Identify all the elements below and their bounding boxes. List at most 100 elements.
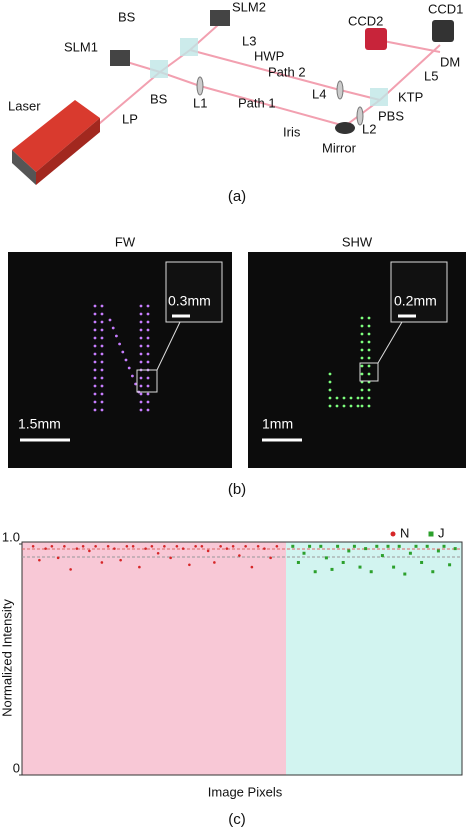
data-point — [175, 545, 179, 548]
spot — [146, 360, 150, 364]
spot — [367, 316, 371, 320]
data-point — [88, 549, 91, 553]
data-point — [244, 545, 247, 548]
label: L3 — [242, 33, 256, 48]
spot — [100, 328, 104, 332]
spot — [139, 400, 143, 404]
spot — [139, 328, 143, 332]
label: SLM1 — [64, 39, 98, 54]
spot — [100, 312, 104, 316]
label: BS — [150, 91, 168, 106]
data-point — [403, 572, 407, 576]
spot — [139, 320, 143, 324]
spot — [146, 384, 150, 388]
data-point — [169, 556, 172, 560]
spot — [146, 320, 150, 324]
data-point — [313, 570, 317, 574]
label: CCD1 — [428, 1, 463, 16]
data-point — [150, 545, 154, 548]
spot — [93, 368, 97, 372]
spot — [139, 392, 143, 396]
spot — [108, 318, 112, 322]
spot — [360, 356, 364, 360]
data-point — [100, 561, 104, 564]
data-point — [397, 544, 401, 548]
caption: (a) — [228, 188, 246, 205]
spot — [139, 304, 143, 308]
spot — [100, 360, 104, 364]
spot — [100, 408, 104, 412]
scale-label: 1mm — [262, 416, 293, 432]
spot — [367, 348, 371, 352]
scale-label: 0.2mm — [394, 293, 437, 309]
data-point — [364, 547, 368, 551]
spot — [360, 348, 364, 352]
spot — [146, 304, 150, 308]
spot — [127, 366, 131, 370]
spot — [335, 396, 339, 400]
label: L2 — [362, 121, 376, 136]
spot — [360, 404, 364, 408]
data-point — [380, 554, 384, 558]
spot — [146, 344, 150, 348]
spot — [100, 344, 104, 348]
data-point — [275, 545, 279, 548]
spot — [328, 404, 332, 408]
data-point — [358, 565, 362, 569]
label: PBS — [378, 108, 404, 123]
spot — [100, 320, 104, 324]
label: Laser — [8, 98, 41, 113]
data-point — [263, 547, 266, 550]
data-point — [414, 544, 418, 548]
label: DM — [440, 54, 460, 69]
data-point — [31, 545, 35, 548]
spot — [367, 324, 371, 328]
spot — [93, 336, 97, 340]
data-point — [324, 556, 328, 560]
spot — [146, 408, 150, 412]
spot — [356, 404, 360, 408]
data-point — [50, 545, 54, 548]
spot — [93, 376, 97, 380]
data-point — [330, 567, 334, 571]
spot — [360, 340, 364, 344]
spot — [100, 336, 104, 340]
spot — [93, 344, 97, 348]
x-axis-label: Image Pixels — [208, 784, 283, 799]
spot — [360, 396, 364, 400]
spot — [139, 344, 143, 348]
label: L1 — [193, 95, 207, 110]
data-point — [448, 563, 452, 567]
label: Mirror — [322, 140, 357, 155]
spot — [146, 376, 150, 380]
data-point — [296, 560, 300, 564]
spot — [100, 376, 104, 380]
spot — [115, 334, 118, 338]
data-point — [63, 545, 66, 548]
y-tick-label: 1.0 — [2, 529, 20, 544]
data-point — [144, 547, 147, 550]
label: KTP — [398, 89, 423, 104]
label: BS — [118, 9, 136, 24]
spot — [360, 324, 364, 328]
spot — [349, 396, 353, 400]
data-point — [347, 549, 351, 553]
data-point — [69, 568, 72, 571]
data-point — [256, 545, 260, 548]
spot — [139, 376, 143, 380]
data-point — [238, 554, 241, 557]
data-point — [250, 565, 254, 569]
label: HWP — [254, 48, 284, 63]
data-point — [131, 545, 135, 548]
label: Path 2 — [268, 64, 306, 79]
data-point — [302, 551, 306, 555]
data-point — [181, 547, 185, 550]
spot — [367, 356, 371, 360]
spot — [111, 326, 115, 330]
data-point — [225, 547, 229, 550]
spot — [93, 392, 97, 396]
data-point — [231, 545, 235, 548]
label: SLM2 — [232, 0, 266, 14]
y-axis-label: Normalized Intensity — [0, 599, 14, 717]
